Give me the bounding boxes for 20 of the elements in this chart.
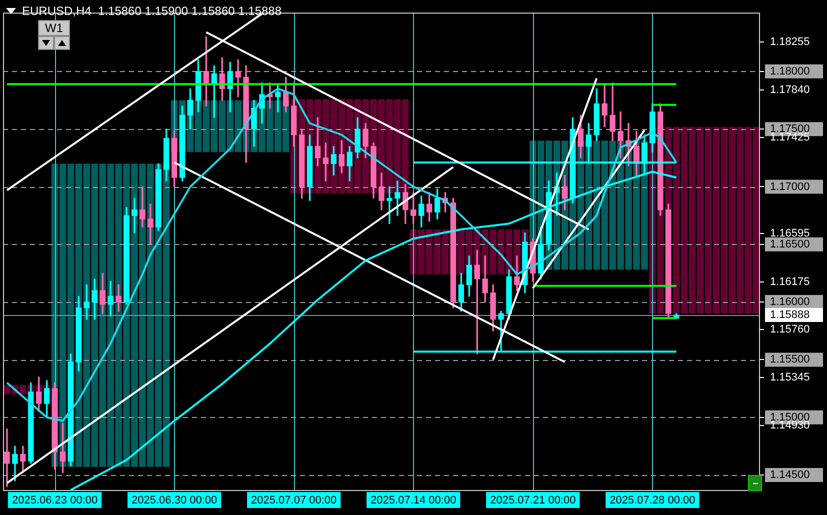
x-tick-label: 2025.07.21 00:00 — [490, 494, 576, 507]
annotation: W1 — [38, 20, 70, 36]
x-tick-label: 2025.07.07 00:00 — [251, 494, 337, 507]
y-tick-label: 1.15500 — [770, 354, 810, 366]
ref-line-label: 1.15888 — [770, 308, 810, 321]
x-tick-label: 2025.06.23 00:00 — [12, 494, 98, 507]
y-tick-label: 1.17000 — [770, 180, 810, 193]
y-tick-label: 1.18255 — [770, 36, 810, 48]
y-tick-label: 1.16175 — [770, 276, 810, 288]
y-tick-label: 1.16500 — [770, 238, 810, 250]
y-tick-label: 1.16000 — [770, 296, 810, 308]
x-tick-label: 2025.07.14 00:00 — [370, 494, 456, 507]
x-tick-label: 2025.07.28 00:00 — [610, 494, 696, 507]
y-tick-label: 1.16595 — [770, 227, 810, 240]
y-tick-label: 1.14500 — [770, 469, 810, 482]
y-tick-label: 1.18000 — [770, 65, 810, 78]
x-tick-label: 2025.06.30 00:00 — [132, 494, 218, 507]
y-tick-label: 1.15345 — [770, 372, 810, 384]
y-tick-label: 1.15760 — [770, 324, 810, 336]
y-tick-label: 1.17840 — [770, 84, 810, 96]
